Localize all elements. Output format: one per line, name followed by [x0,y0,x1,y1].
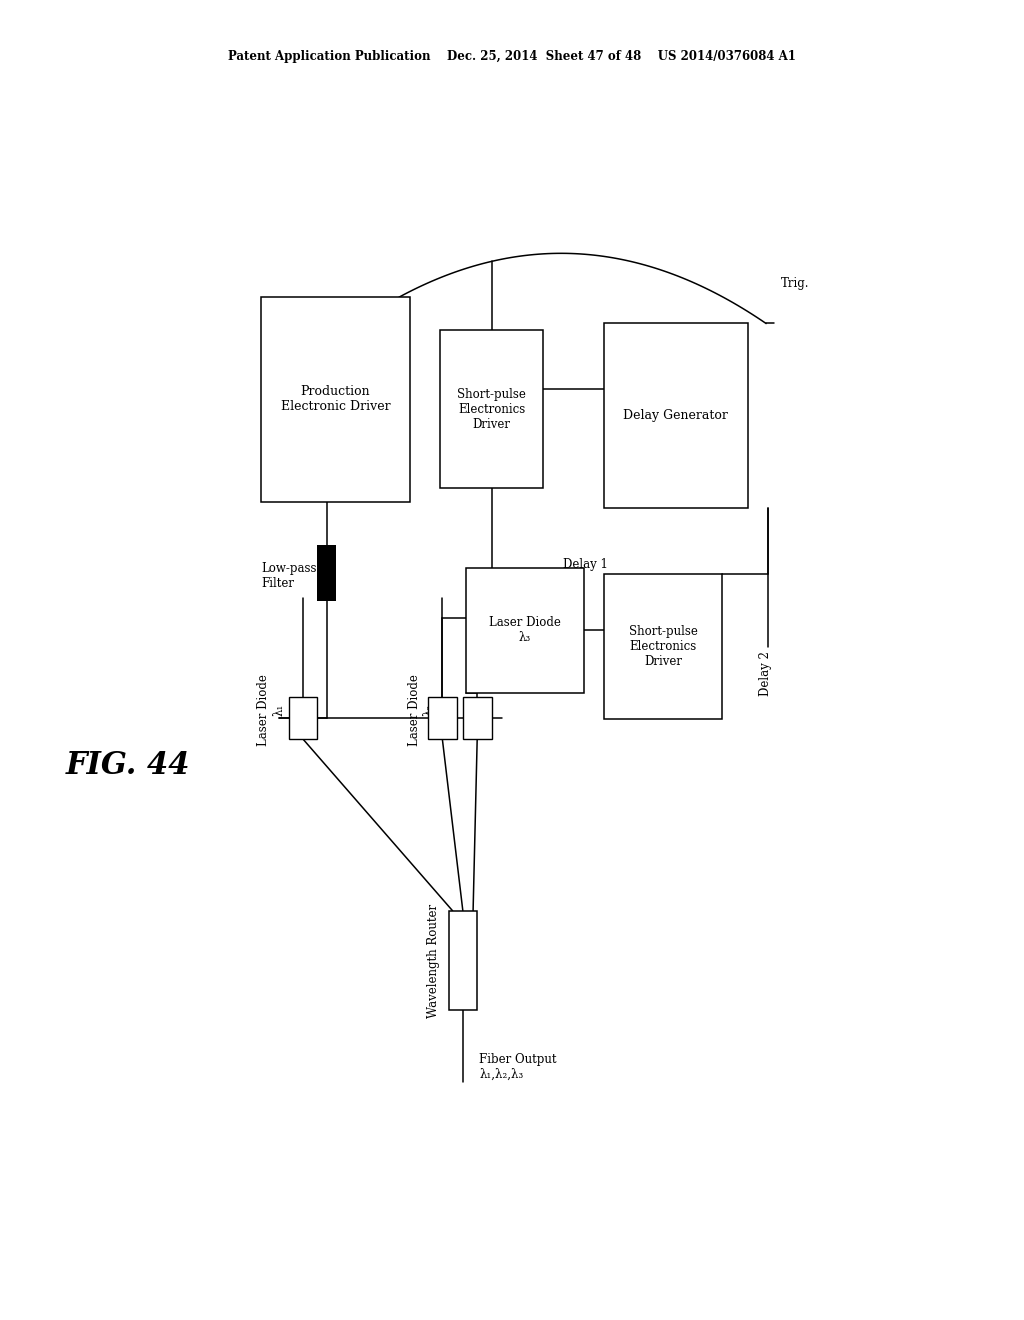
Text: Patent Application Publication    Dec. 25, 2014  Sheet 47 of 48    US 2014/03760: Patent Application Publication Dec. 25, … [228,50,796,63]
FancyBboxPatch shape [317,545,336,601]
Text: Laser Diode
λ₃: Laser Diode λ₃ [488,616,561,644]
Text: Laser Diode
λ₁: Laser Diode λ₁ [257,675,286,746]
FancyBboxPatch shape [440,330,543,488]
Text: Production
Electronic Driver: Production Electronic Driver [281,385,390,413]
Text: Fiber Output
λ₁,λ₂,λ₃: Fiber Output λ₁,λ₂,λ₃ [479,1052,557,1081]
FancyBboxPatch shape [289,697,317,739]
FancyBboxPatch shape [261,297,410,502]
Text: Delay Generator: Delay Generator [624,409,728,422]
Text: FIG. 44: FIG. 44 [66,750,190,781]
Text: Delay 1: Delay 1 [563,558,608,572]
Text: Laser Diode
λ₂: Laser Diode λ₂ [408,675,436,746]
Text: Trig.: Trig. [781,277,810,290]
FancyBboxPatch shape [604,323,748,508]
FancyBboxPatch shape [428,697,457,739]
Text: Short-pulse
Electronics
Driver: Short-pulse Electronics Driver [457,388,526,430]
FancyBboxPatch shape [466,568,584,693]
FancyBboxPatch shape [604,574,722,719]
FancyBboxPatch shape [449,911,477,1010]
Text: Low-pass
Filter: Low-pass Filter [261,561,316,590]
Text: Delay 2: Delay 2 [760,651,772,696]
Text: Wavelength Router: Wavelength Router [427,904,440,1018]
Text: Short-pulse
Electronics
Driver: Short-pulse Electronics Driver [629,626,697,668]
FancyBboxPatch shape [463,697,492,739]
